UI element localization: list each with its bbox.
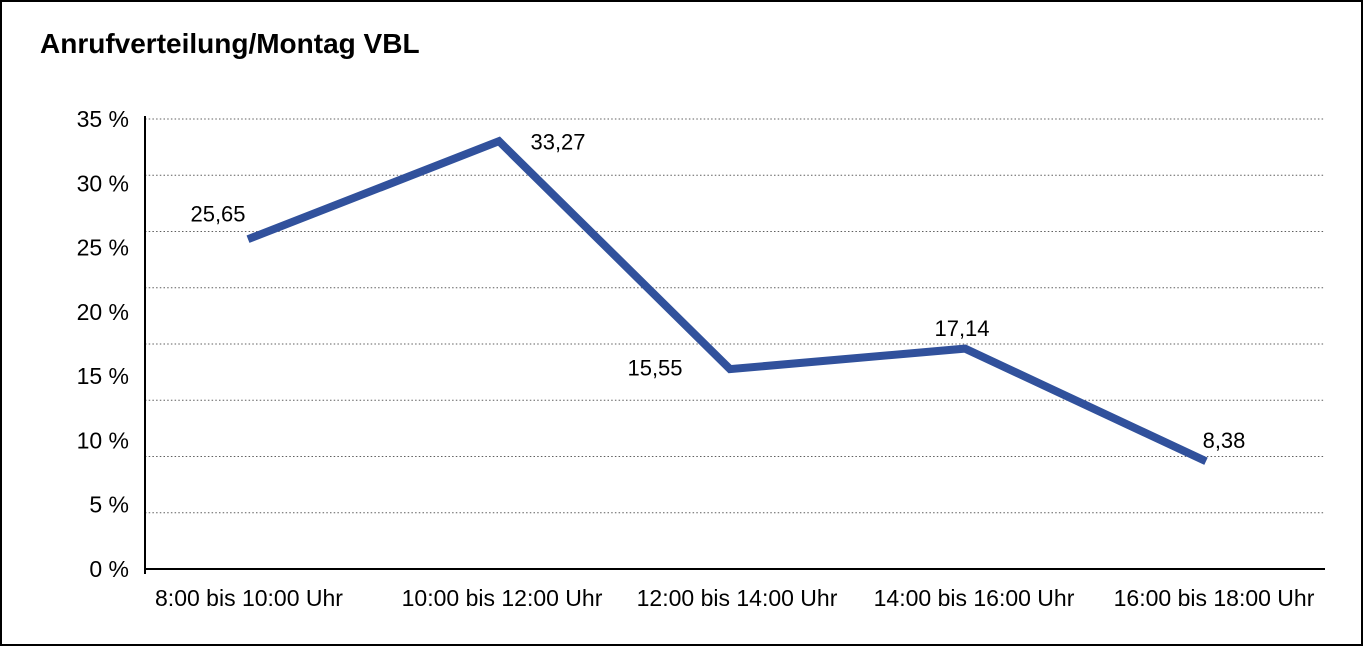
y-tick-label: 20 % — [77, 299, 129, 325]
data-labels: 25,65 33,27 15,55 17,14 8,38 — [190, 130, 1245, 453]
y-tick-label: 30 % — [77, 170, 129, 196]
x-tick-label: 12:00 bis 14:00 Uhr — [637, 585, 838, 611]
x-tick-label: 14:00 bis 16:00 Uhr — [874, 585, 1075, 611]
chart-title: Anrufverteilung/Montag VBL — [40, 28, 420, 59]
data-point-label: 8,38 — [1203, 428, 1246, 453]
y-tick-label: 15 % — [77, 363, 129, 389]
data-point-label: 15,55 — [627, 356, 682, 381]
x-tick-label: 8:00 bis 10:00 Uhr — [155, 585, 343, 611]
y-tick-label: 35 % — [77, 106, 129, 132]
y-tick-label: 0 % — [89, 556, 129, 582]
y-tick-label: 10 % — [77, 427, 129, 453]
axes — [144, 116, 1325, 574]
y-tick-label: 5 % — [89, 492, 129, 518]
x-axis-labels: 8:00 bis 10:00 Uhr 10:00 bis 12:00 Uhr 12:… — [155, 585, 1315, 611]
data-series-line — [246, 136, 1208, 465]
x-tick-label: 10:00 bis 12:00 Uhr — [402, 585, 603, 611]
gridlines — [145, 118, 1325, 514]
data-point-label: 17,14 — [934, 316, 989, 341]
data-point-label: 25,65 — [190, 202, 245, 227]
x-tick-label: 16:00 bis 18:00 Uhr — [1114, 585, 1315, 611]
y-tick-label: 25 % — [77, 235, 129, 261]
y-axis-labels: 35 % 30 % 25 % 20 % 15 % 10 % 5 % 0 % — [77, 106, 129, 582]
data-point-label: 33,27 — [530, 130, 585, 155]
series-polyline — [246, 136, 1208, 465]
